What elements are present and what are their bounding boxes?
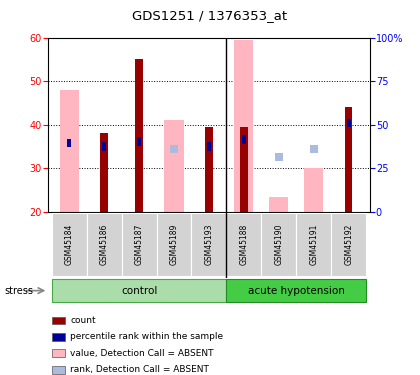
Bar: [261, 213, 296, 276]
Bar: [137, 137, 141, 146]
Text: percentile rank within the sample: percentile rank within the sample: [71, 332, 223, 341]
Text: GSM45186: GSM45186: [100, 224, 109, 266]
Bar: [52, 279, 226, 302]
Bar: [226, 213, 261, 276]
Text: value, Detection Call = ABSENT: value, Detection Call = ABSENT: [71, 349, 214, 358]
Bar: [52, 333, 65, 341]
Bar: [135, 59, 143, 212]
Bar: [52, 350, 65, 357]
Bar: [170, 145, 178, 153]
Bar: [164, 120, 184, 212]
Bar: [226, 279, 366, 302]
Text: acute hypotension: acute hypotension: [248, 286, 345, 296]
Bar: [52, 366, 65, 374]
Bar: [192, 213, 226, 276]
Text: GSM45184: GSM45184: [65, 224, 74, 266]
Text: stress: stress: [4, 286, 33, 296]
Bar: [52, 213, 87, 276]
Bar: [240, 127, 248, 212]
Bar: [87, 213, 122, 276]
Bar: [242, 135, 246, 144]
Text: GDS1251 / 1376353_at: GDS1251 / 1376353_at: [132, 9, 288, 22]
Bar: [102, 142, 106, 151]
Bar: [207, 142, 211, 151]
Bar: [52, 316, 65, 324]
Bar: [60, 90, 79, 212]
Bar: [269, 196, 289, 212]
Bar: [331, 213, 366, 276]
Text: control: control: [121, 286, 157, 296]
Bar: [205, 127, 213, 212]
Text: GSM45192: GSM45192: [344, 224, 353, 266]
Bar: [67, 139, 71, 147]
Text: count: count: [71, 316, 96, 325]
Bar: [304, 168, 323, 212]
Text: GSM45189: GSM45189: [170, 224, 178, 266]
Text: GSM45188: GSM45188: [239, 224, 248, 266]
Bar: [234, 40, 254, 212]
Text: GSM45193: GSM45193: [205, 224, 213, 266]
Bar: [345, 107, 352, 212]
Text: rank, Detection Call = ABSENT: rank, Detection Call = ABSENT: [71, 365, 209, 374]
Bar: [310, 145, 318, 153]
Bar: [296, 213, 331, 276]
Bar: [346, 118, 351, 127]
Bar: [122, 213, 157, 276]
Text: GSM45187: GSM45187: [134, 224, 144, 266]
Bar: [275, 153, 283, 161]
Bar: [100, 134, 108, 212]
Text: GSM45190: GSM45190: [274, 224, 284, 266]
Bar: [157, 213, 192, 276]
Text: GSM45191: GSM45191: [309, 224, 318, 266]
